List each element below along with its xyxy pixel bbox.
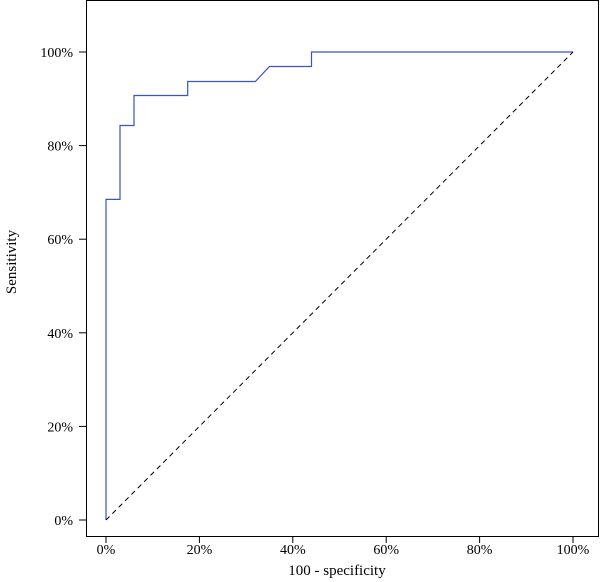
x-tick-label: 0% [97,543,116,558]
y-tick-label: 100% [40,46,73,61]
x-axis-title: 100 - specificity [288,563,386,579]
x-axis: 0% 20% 40% 60% 80% 100% [97,536,590,558]
y-axis: 0% 20% 40% 60% 80% 100% [40,46,86,529]
x-tick-label: 20% [187,543,213,558]
x-tick-label: 40% [280,543,306,558]
reference-diagonal-line [105,51,574,521]
y-tick-label: 20% [47,420,73,435]
x-tick-label: 60% [373,543,399,558]
y-tick-label: 40% [47,327,73,342]
x-tick-label: 80% [467,543,493,558]
plot-frame [86,0,599,537]
series-layer [105,51,574,521]
x-tick-label: 100% [557,543,590,558]
y-axis-title: Sensitivity [4,229,20,294]
y-tick-label: 60% [47,233,73,248]
y-tick-label: 0% [54,514,73,529]
y-tick-label: 80% [47,140,73,155]
roc-curve [105,51,573,520]
